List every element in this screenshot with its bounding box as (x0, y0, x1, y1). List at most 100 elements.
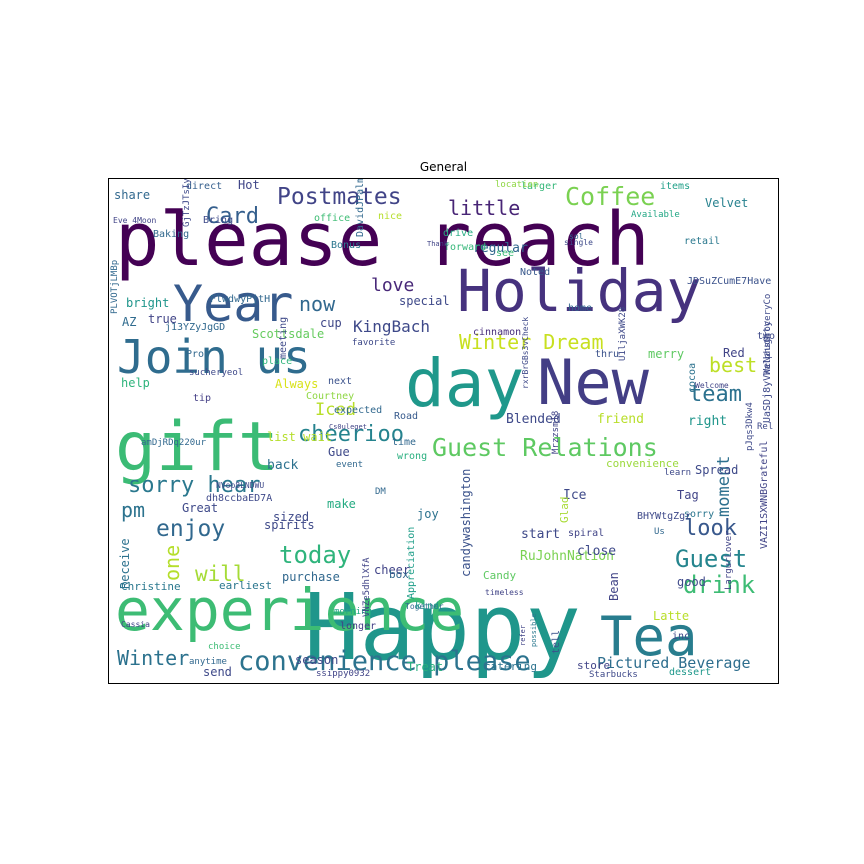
word-134: single (564, 238, 593, 247)
word-119: Starbucks (589, 670, 638, 680)
word-81: right (688, 414, 727, 429)
word-26: love (371, 275, 414, 296)
word-79: Blended (506, 412, 561, 427)
word-131: place (262, 356, 292, 367)
word-7: Year (173, 275, 293, 333)
word-86: wrong (397, 451, 427, 462)
word-49: direct (186, 181, 222, 192)
word-1: Happy (304, 574, 581, 681)
word-85: time (392, 437, 416, 448)
word-137: anytime (189, 657, 227, 667)
word-36: Scottsdale (252, 327, 324, 341)
word-101: close (577, 544, 616, 559)
word-103: sorry (684, 509, 714, 520)
word-125: tell (551, 630, 562, 654)
word-28: look (684, 516, 737, 541)
word-157: ssippy0932 (316, 669, 370, 679)
word-83: tip (193, 393, 211, 404)
word-151: FlwdwyPjtH (210, 294, 270, 305)
word-163: LargurLover (724, 530, 734, 590)
word-96: spirits (264, 518, 315, 532)
word-76: Courtney (306, 391, 354, 402)
word-56: retail (684, 236, 720, 247)
word-97: make (327, 497, 356, 511)
word-42: UaSDj8yVWeNaughty (762, 321, 773, 423)
word-60: Bonus (331, 240, 361, 251)
word-127: two (757, 331, 775, 342)
word-4: Holiday (457, 257, 701, 325)
word-140: learn (664, 468, 691, 478)
word-160: pJqs3Dkw4 (745, 402, 755, 451)
word-61: see (496, 248, 514, 259)
word-34: KingBach (353, 317, 430, 336)
word-153: amDjRDq220ur (141, 438, 207, 448)
word-98: cheer (374, 563, 410, 577)
word-154: dh8ccbaED7A (206, 493, 272, 504)
word-67: cup (320, 316, 342, 330)
word-145: spiral (568, 528, 604, 539)
word-71: merry (648, 347, 684, 361)
word-155: BHYWtgZgr (637, 511, 691, 522)
word-10: convenience please (238, 646, 531, 677)
word-80: friend (597, 412, 644, 427)
word-41: JDSuZCumE7Have (687, 276, 771, 287)
word-116: Treat (407, 660, 443, 674)
word-138: refer (519, 625, 527, 646)
word-6: gift (115, 408, 279, 487)
word-50: items (660, 181, 690, 192)
word-78: Road (394, 411, 418, 422)
word-27: best (709, 353, 757, 377)
word-13: Postmates (277, 184, 402, 210)
word-21: cheerioo (298, 422, 404, 447)
word-129: cocoa (687, 363, 698, 393)
word-110: good (677, 575, 706, 589)
word-82: Welcome (695, 381, 729, 390)
word-11: Guest Relations (432, 433, 658, 462)
word-109: Candy (483, 569, 516, 582)
word-144: sol (569, 232, 584, 241)
word-124: timeless (485, 588, 524, 597)
word-118: store (577, 659, 610, 672)
word-113: Bean (607, 572, 621, 601)
word-105: Christine (121, 580, 181, 593)
word-135: Cassia (121, 620, 150, 629)
word-100: sized (273, 510, 309, 524)
word-91: event (336, 460, 363, 470)
word-29: will (195, 562, 246, 586)
word-66: AZ (122, 315, 136, 329)
word-52: location (495, 180, 538, 190)
word-0: please reach (115, 197, 650, 283)
word-152: sucheryeol (189, 368, 243, 378)
word-132: meeting (278, 317, 289, 359)
word-35: Pictured Beverage (597, 654, 751, 672)
word-148: PLVOTjLMBp (110, 260, 120, 314)
word-112: inc (672, 631, 690, 642)
word-89: back (267, 458, 298, 473)
word-102: start (521, 527, 560, 542)
word-43: VAZI1SXWNBGrateful (759, 441, 770, 549)
word-30: Winter (117, 646, 189, 670)
word-25: now (299, 292, 336, 316)
word-33: Iced (315, 400, 356, 420)
word-22: moment (714, 456, 734, 517)
word-75: next (328, 376, 352, 387)
word-111: Latte (653, 609, 689, 623)
word-121: longer (340, 621, 376, 632)
word-141: Us (654, 527, 665, 537)
word-133: Thank (427, 240, 449, 248)
word-77: expected (334, 405, 382, 416)
word-92: Ice (563, 488, 587, 503)
word-45: Baking (153, 229, 189, 240)
word-106: earliest (219, 579, 272, 592)
word-128: Rel (757, 422, 773, 432)
word-70: Red (723, 346, 745, 360)
word-130: Pro (186, 349, 204, 360)
word-87: convenience (606, 457, 679, 470)
word-63: special (399, 294, 450, 308)
word-143: DM (375, 487, 386, 497)
word-74: Always (275, 377, 318, 391)
word-65: true (148, 312, 177, 326)
word-2: experience (115, 576, 464, 644)
word-40: Appreciation (406, 527, 417, 599)
